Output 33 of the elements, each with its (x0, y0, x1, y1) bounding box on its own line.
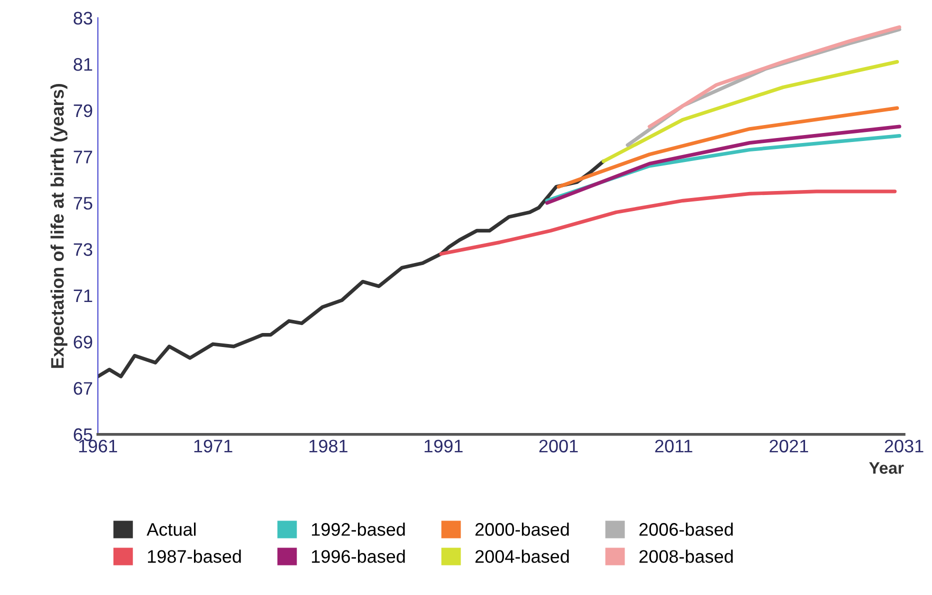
x-tick-label: 1971 (194, 440, 232, 452)
x-tick-label: 2031 (884, 440, 924, 452)
x-tick-label: 1981 (309, 440, 348, 452)
x-tick-label: 2011 (655, 440, 692, 452)
legend-label: 1992-based (312, 522, 405, 536)
y-tick-label: 69 (74, 336, 92, 349)
y-tick-label: 75 (74, 197, 92, 210)
line-series (648, 25, 902, 128)
y-tick-label: 65 (74, 428, 92, 442)
x-axis-title: Year (869, 462, 904, 474)
y-tick-label: 83 (74, 12, 92, 25)
line-series (556, 106, 899, 189)
y-tick-label: 81 (74, 58, 92, 71)
legend-label: 2008-based (639, 550, 733, 563)
legend-label: 2004-based (475, 550, 569, 563)
x-tick-label: 1961 (79, 440, 118, 452)
legend-label: Actual (146, 522, 196, 536)
y-tick-label: 67 (74, 382, 92, 395)
x-tick-label: 2021 (770, 440, 808, 452)
y-tick-label: 71 (74, 290, 92, 302)
legend-label: 2006-based (639, 522, 733, 536)
y-tick-label: 79 (74, 104, 92, 118)
y-tick-label: 73 (74, 243, 92, 256)
legend-label: 1996-based (312, 550, 405, 563)
legend-label: 1987-based (148, 550, 241, 563)
y-tick-label: 77 (74, 150, 92, 164)
line-series (602, 60, 899, 164)
x-tick-label: 1991 (424, 440, 463, 452)
legend-label: 2000-based (475, 522, 569, 536)
line-series (439, 190, 897, 256)
x-tick-label: 2001 (539, 440, 578, 452)
line-series (98, 160, 606, 378)
y-axis-title: Expectation of life at birth (years) (50, 84, 68, 368)
